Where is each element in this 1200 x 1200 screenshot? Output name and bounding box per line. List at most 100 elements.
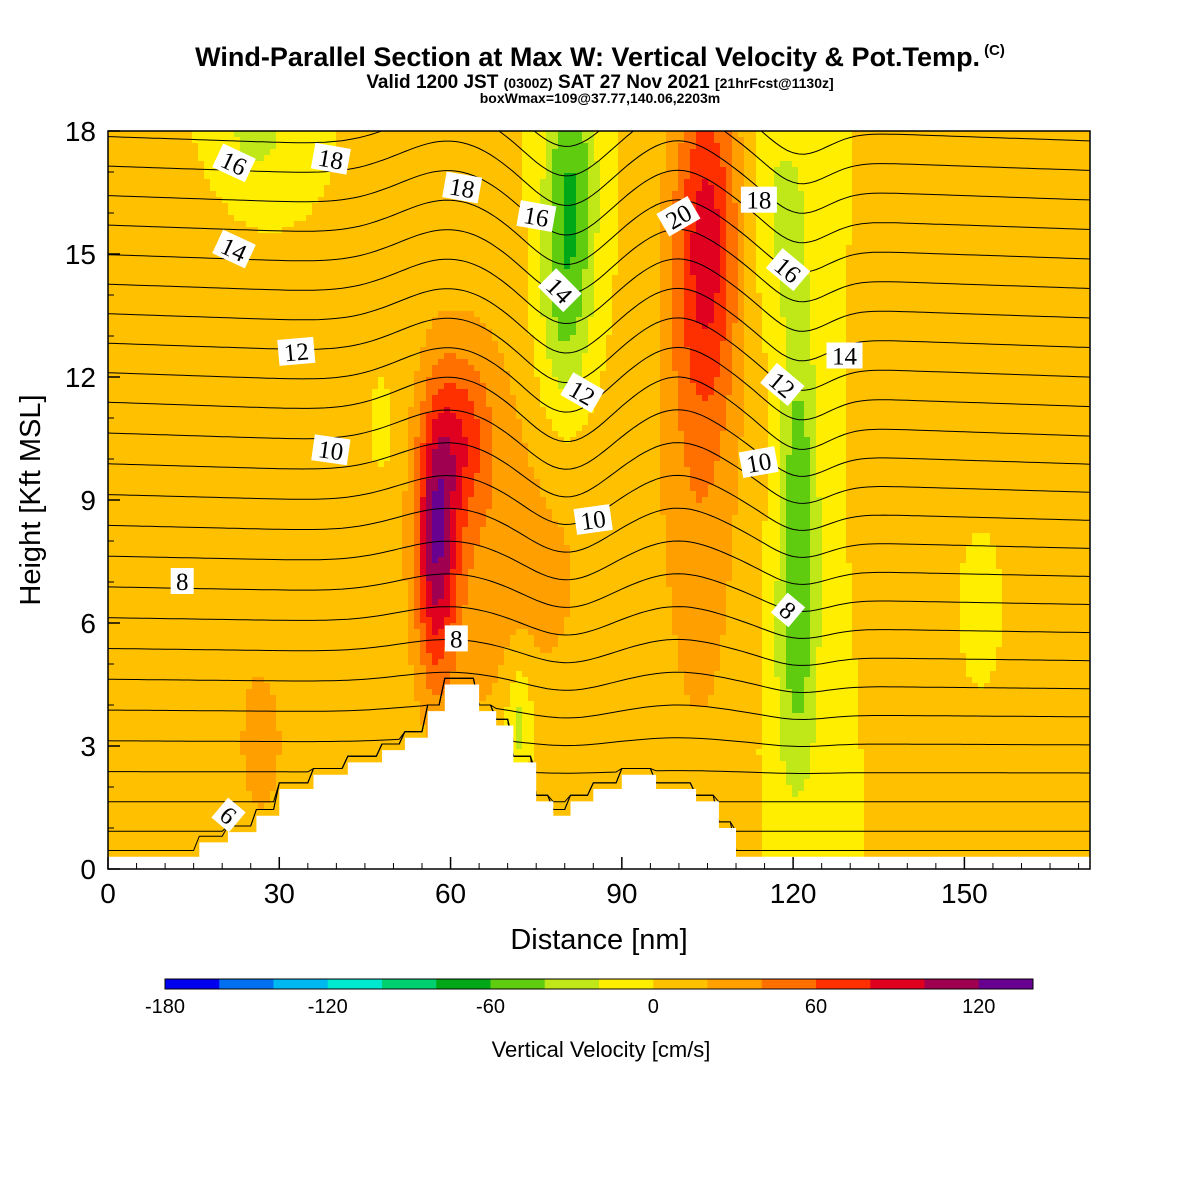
field-cell [198,533,205,540]
field-cell [198,839,205,846]
field-cell [186,287,193,294]
field-cell [132,155,139,162]
field-cell [324,725,331,732]
field-cell [216,317,223,324]
field-cell [150,701,157,708]
field-cell [222,623,229,630]
field-cell [144,791,151,798]
field-cell [312,209,319,216]
field-cell [210,599,217,606]
field-cell [168,533,175,540]
field-cell [312,467,319,474]
field-cell [330,731,337,738]
field-cell [138,503,145,510]
field-cell [204,665,211,672]
field-cell [264,311,271,318]
field-cell [174,443,181,450]
field-cell [348,377,355,384]
field-cell [282,581,289,588]
field-cell [168,395,175,402]
field-cell [174,767,181,774]
field-cell [204,191,211,198]
field-cell [288,713,295,720]
field-cell [318,599,325,606]
field-cell [216,731,223,738]
field-cell [222,659,229,666]
field-cell [252,251,259,258]
field-cell [258,329,265,336]
field-cell [246,785,253,792]
field-cell [210,299,217,306]
field-cell [162,353,169,360]
field-cell [306,689,313,696]
field-cell [288,743,295,750]
field-cell [114,635,121,642]
field-cell [300,773,307,780]
field-cell [324,209,331,216]
field-cell [156,437,163,444]
field-cell [282,131,289,138]
field-cell [168,335,175,342]
field-cell [108,809,115,816]
field-cell [132,455,139,462]
field-cell [312,407,319,414]
field-cell [156,743,163,750]
field-cell [270,311,277,318]
field-cell [168,635,175,642]
field-cell [108,629,115,636]
field-cell [306,677,313,684]
field-cell [228,269,235,276]
field-cell [324,491,331,498]
field-cell [180,665,187,672]
field-cell [120,419,127,426]
field-cell [132,389,139,396]
field-cell [276,503,283,510]
field-cell [300,233,307,240]
field-cell [174,221,181,228]
field-cell [240,569,247,576]
field-cell [126,431,133,438]
field-cell [276,665,283,672]
field-cell [150,473,157,480]
field-cell [228,131,235,138]
field-cell [306,161,313,168]
field-cell [126,587,133,594]
field-cell [336,569,343,576]
field-cell [270,563,277,570]
field-cell [108,515,115,522]
field-cell [324,737,331,744]
field-cell [144,233,151,240]
field-cell [144,203,151,210]
field-cell [264,233,271,240]
field-cell [342,635,349,642]
field-cell [198,167,205,174]
field-cell [222,755,229,762]
field-cell [348,149,355,156]
field-cell [174,785,181,792]
field-cell [210,497,217,504]
field-cell [168,287,175,294]
field-cell [150,641,157,648]
field-cell [330,299,337,306]
field-cell [120,539,127,546]
field-cell [252,497,259,504]
field-cell [126,371,133,378]
field-cell [132,653,139,660]
field-cell [228,485,235,492]
field-cell [144,767,151,774]
field-cell [204,227,211,234]
field-cell [150,443,157,450]
field-cell [306,515,313,522]
field-cell [234,521,241,528]
field-cell [342,335,349,342]
field-cell [204,515,211,522]
field-cell [210,353,217,360]
field-cell [294,305,301,312]
field-cell [336,749,343,756]
field-cell [156,191,163,198]
field-cell [186,443,193,450]
field-cell [138,425,145,432]
field-cell [174,365,181,372]
field-cell [156,527,163,534]
field-cell [174,485,181,492]
